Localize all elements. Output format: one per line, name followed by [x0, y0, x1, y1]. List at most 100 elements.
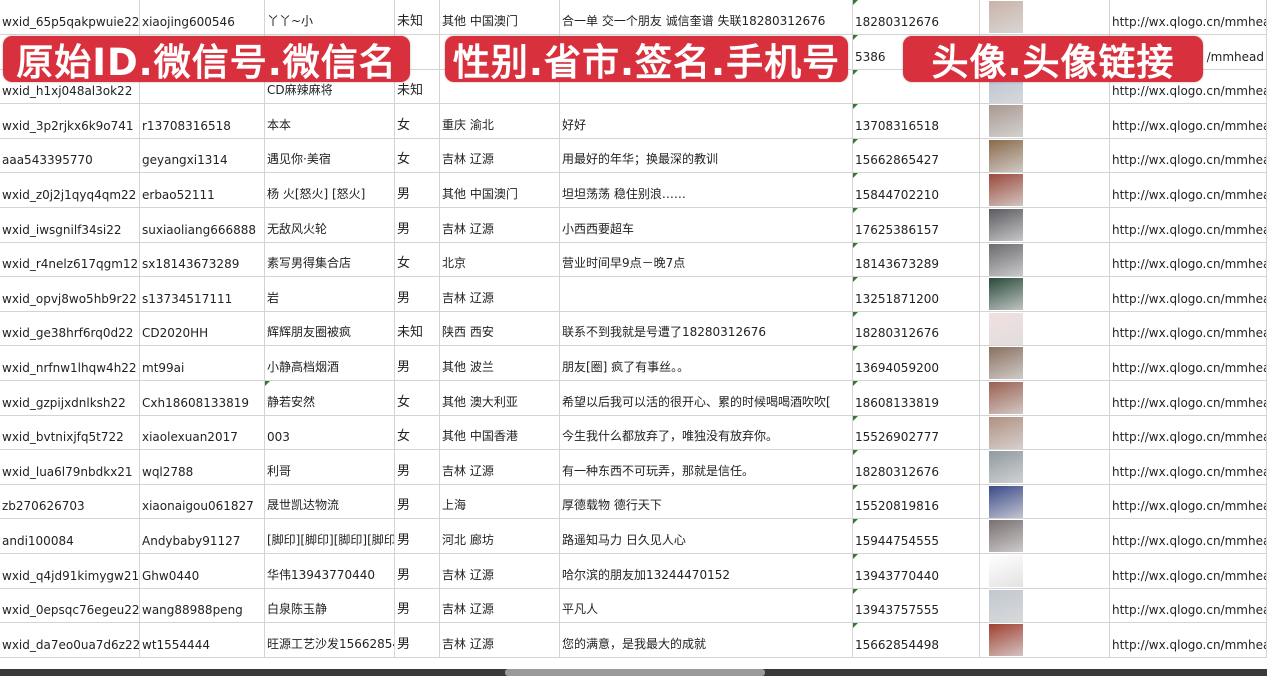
- wechat-name-cell[interactable]: 遇见你·美宿: [265, 138, 395, 173]
- signature-cell[interactable]: [560, 277, 853, 311]
- wechat-id-cell[interactable]: r13708316518: [140, 104, 265, 138]
- wechat-id-cell[interactable]: Cxh18608133819: [140, 381, 265, 415]
- gender-cell[interactable]: 未知: [395, 311, 440, 346]
- wechat-name-cell[interactable]: 辉辉朋友圈被疯: [265, 311, 395, 346]
- gender-cell[interactable]: 男: [395, 346, 440, 380]
- original-id-cell[interactable]: wxid_opvj8wo5hb9r22: [0, 277, 140, 311]
- avatar-link-cell[interactable]: http://wx.qlogo.cn/mmhead: [1110, 554, 1267, 588]
- signature-cell[interactable]: 路遥知马力 日久见人心: [560, 519, 853, 553]
- original-id-cell[interactable]: wxid_bvtnixjfq5t722: [0, 415, 140, 450]
- avatar-link-cell[interactable]: http://wx.qlogo.cn/mmhead: [1110, 208, 1267, 242]
- signature-cell[interactable]: 平凡人: [560, 588, 853, 623]
- avatar-link-cell[interactable]: http://wx.qlogo.cn/mmhead: [1110, 381, 1267, 415]
- avatar-cell[interactable]: [980, 138, 1110, 173]
- gender-cell[interactable]: 男: [395, 623, 440, 657]
- gender-cell[interactable]: 男: [395, 588, 440, 623]
- avatar-link-cell[interactable]: http://wx.qlogo.cn/mmhead: [1110, 415, 1267, 450]
- wechat-id-cell[interactable]: s13734517111: [140, 277, 265, 311]
- region-cell[interactable]: 吉林 辽源: [440, 208, 560, 242]
- avatar-link-cell[interactable]: http://wx.qlogo.cn/mmhead: [1110, 519, 1267, 553]
- gender-cell[interactable]: [395, 35, 440, 69]
- avatar-link-cell[interactable]: http://wx.qlogo.cn/mmhead: [1110, 242, 1267, 277]
- phone-cell[interactable]: 13694059200: [853, 346, 980, 380]
- wechat-id-cell[interactable]: [140, 69, 265, 104]
- wechat-name-cell[interactable]: 白泉陈玉静: [265, 588, 395, 623]
- original-id-cell[interactable]: zb270626703: [0, 484, 140, 519]
- region-cell[interactable]: 陕西 西安: [440, 311, 560, 346]
- gender-cell[interactable]: 未知: [395, 0, 440, 34]
- wechat-name-cell[interactable]: 华伟13943770440: [265, 554, 395, 588]
- avatar-link-cell[interactable]: http://wx.qlogo.cn/mmhead: [1110, 311, 1267, 346]
- original-id-cell[interactable]: aaa543395770: [0, 138, 140, 173]
- original-id-cell[interactable]: wxid_h1xj048al3ok22: [0, 69, 140, 104]
- signature-cell[interactable]: 合一单 交一个朋友 诚信奎谱 失联18280312676: [560, 0, 853, 34]
- wechat-name-cell[interactable]: 旺源工艺沙发15662854: [265, 623, 395, 657]
- gender-cell[interactable]: 男: [395, 277, 440, 311]
- original-id-cell[interactable]: wxid_nrfnw1lhqw4h22: [0, 346, 140, 380]
- horizontal-scrollbar[interactable]: [505, 669, 765, 676]
- wechat-id-cell[interactable]: Andybaby91127: [140, 519, 265, 553]
- signature-cell[interactable]: [560, 69, 853, 104]
- wechat-id-cell[interactable]: mt99ai: [140, 346, 265, 380]
- signature-cell[interactable]: 今生我什么都放弃了，唯独没有放弃你。: [560, 415, 853, 450]
- original-id-cell[interactable]: wxid_3p2rjkx6k9o741: [0, 104, 140, 138]
- original-id-cell[interactable]: wxid_ge38hrf6rq0d22: [0, 311, 140, 346]
- avatar-link-cell[interactable]: http://wx.qlogo.cn/mmhead: [1110, 346, 1267, 380]
- signature-cell[interactable]: 好好: [560, 104, 853, 138]
- phone-cell[interactable]: 18280312676: [853, 0, 980, 34]
- phone-cell[interactable]: 15662865427: [853, 138, 980, 173]
- original-id-cell[interactable]: wxid_r4nelz617qgm12: [0, 242, 140, 277]
- phone-cell[interactable]: 18143673289: [853, 242, 980, 277]
- avatar-cell[interactable]: [980, 311, 1110, 346]
- region-cell[interactable]: 吉林 辽源: [440, 554, 560, 588]
- region-cell[interactable]: 重庆 渝北: [440, 104, 560, 138]
- region-cell[interactable]: 上海: [440, 484, 560, 519]
- wechat-id-cell[interactable]: wang88988peng: [140, 588, 265, 623]
- original-id-cell[interactable]: wxid_da7eo0ua7d6z22: [0, 623, 140, 657]
- avatar-cell[interactable]: [980, 450, 1110, 484]
- region-cell[interactable]: 其他 波兰: [440, 346, 560, 380]
- signature-cell[interactable]: 营业时间早9点－晚7点: [560, 242, 853, 277]
- gender-cell[interactable]: 女: [395, 242, 440, 277]
- signature-cell[interactable]: [560, 35, 853, 69]
- gender-cell[interactable]: 女: [395, 138, 440, 173]
- region-cell[interactable]: 其他 中国香港: [440, 415, 560, 450]
- wechat-name-cell[interactable]: [脚印][脚印][脚印][脚印]: [265, 519, 395, 553]
- region-cell[interactable]: 河北 廊坊: [440, 519, 560, 553]
- wechat-name-cell[interactable]: CD麻辣麻将: [265, 69, 395, 104]
- original-id-cell[interactable]: wxid_gzpijxdnlksh22: [0, 381, 140, 415]
- avatar-cell[interactable]: [980, 484, 1110, 519]
- avatar-link-cell[interactable]: http://wx.qlogo.cn/mmhead: [1110, 173, 1267, 207]
- gender-cell[interactable]: 女: [395, 415, 440, 450]
- avatar-cell[interactable]: [980, 242, 1110, 277]
- wechat-id-cell[interactable]: xiaolexuan2017: [140, 415, 265, 450]
- avatar-cell[interactable]: [980, 623, 1110, 657]
- signature-cell[interactable]: 有一种东西不可玩弄，那就是信任。: [560, 450, 853, 484]
- avatar-cell[interactable]: [980, 381, 1110, 415]
- wechat-name-cell[interactable]: 杨 火[怒火] [怒火]: [265, 173, 395, 207]
- avatar-cell[interactable]: [980, 554, 1110, 588]
- wechat-name-cell[interactable]: 晟世凯达物流: [265, 484, 395, 519]
- wechat-id-cell[interactable]: CD2020HH: [140, 311, 265, 346]
- original-id-cell[interactable]: wxid_q4jd91kimygw21: [0, 554, 140, 588]
- signature-cell[interactable]: 坦坦荡荡 稳住别浪……: [560, 173, 853, 207]
- region-cell[interactable]: 吉林 辽源: [440, 277, 560, 311]
- avatar-link-cell[interactable]: http://wx.qlogo.cn/mmhead: [1110, 277, 1267, 311]
- wechat-id-cell[interactable]: erbao52111: [140, 173, 265, 207]
- avatar-link-cell[interactable]: http://wx.qlogo.cn/mmhead: [1110, 138, 1267, 173]
- region-cell[interactable]: 吉林 辽源: [440, 138, 560, 173]
- original-id-cell[interactable]: wxid_0epsqc76egeu22: [0, 588, 140, 623]
- original-id-cell[interactable]: andi100084: [0, 519, 140, 553]
- wechat-id-cell[interactable]: wt1554444: [140, 623, 265, 657]
- wechat-name-cell[interactable]: 丫丫~小: [265, 0, 395, 34]
- avatar-link-cell[interactable]: http://wx.qlogo.cn/mmhead: [1110, 0, 1267, 34]
- signature-cell[interactable]: 联系不到我就是号遭了18280312676: [560, 311, 853, 346]
- wechat-id-cell[interactable]: xiaonaigou061827: [140, 484, 265, 519]
- region-cell[interactable]: 其他 中国澳门: [440, 0, 560, 34]
- wechat-name-cell[interactable]: 利哥: [265, 450, 395, 484]
- region-cell[interactable]: 北京: [440, 242, 560, 277]
- original-id-cell[interactable]: wxid_z0j2j1qyq4qm22: [0, 173, 140, 207]
- phone-cell[interactable]: [853, 69, 980, 104]
- phone-cell[interactable]: 13943757555: [853, 588, 980, 623]
- signature-cell[interactable]: 哈尔滨的朋友加13244470152: [560, 554, 853, 588]
